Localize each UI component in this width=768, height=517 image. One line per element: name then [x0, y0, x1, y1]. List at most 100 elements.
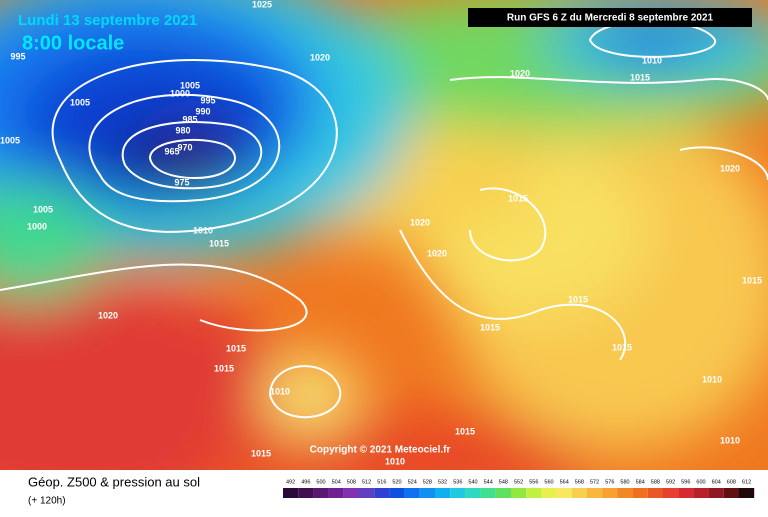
legend-label: 536	[453, 479, 462, 485]
isobar-label: 1005	[33, 204, 53, 214]
isobar-label: 1010	[720, 435, 740, 445]
isobar-label: 1020	[510, 68, 530, 78]
isobar-label: 1015	[568, 294, 588, 304]
legend-label: 564	[560, 479, 569, 485]
legend-label: 492	[286, 479, 295, 485]
legend-cell	[693, 488, 709, 498]
legend-cell	[602, 488, 618, 498]
legend-cell	[571, 488, 587, 498]
copyright: Copyright © 2021 Meteociel.fr	[310, 445, 451, 456]
legend-cell	[343, 488, 359, 498]
legend-label: 500	[316, 479, 325, 485]
isobar-label: 995	[10, 51, 25, 61]
isobar-label: 1015	[251, 448, 271, 458]
legend-cell	[526, 488, 542, 498]
run-info: Run GFS 6 Z du Mercredi 8 septembre 2021	[507, 13, 714, 24]
isobar-label: 1015	[214, 363, 234, 373]
isobar-label: 1015	[226, 343, 246, 353]
legend-cell	[541, 488, 557, 498]
legend-label: 596	[681, 479, 690, 485]
legend-cell	[511, 488, 527, 498]
isobar-label: 1005	[70, 97, 90, 107]
legend-cell	[328, 488, 344, 498]
isobar-label: 1015	[742, 275, 762, 285]
legend-label: 580	[620, 479, 629, 485]
isobar-label: 990	[195, 106, 210, 116]
legend-label: 552	[514, 479, 523, 485]
run-box	[468, 8, 752, 27]
isobar	[449, 76, 768, 101]
legend-label: 560	[544, 479, 553, 485]
isobar-label: 1000	[27, 221, 47, 231]
legend-cell	[313, 488, 329, 498]
isobar-label: 975	[174, 177, 189, 187]
isobar-label: 995	[200, 95, 215, 105]
legend-label: 548	[499, 479, 508, 485]
legend-label: 516	[377, 479, 386, 485]
isobar-label: 1010	[270, 386, 290, 396]
isobar-label: 1010	[193, 225, 213, 235]
isobar-label: 985	[182, 114, 197, 124]
legend-cell	[723, 488, 739, 498]
legend-cell	[374, 488, 390, 498]
legend-label: 572	[590, 479, 599, 485]
isobar	[148, 138, 236, 180]
legend-cell	[495, 488, 511, 498]
legend-label: 612	[742, 479, 751, 485]
isobar	[88, 93, 281, 203]
legend-cell	[359, 488, 375, 498]
legend-cell	[450, 488, 466, 498]
isobar-label: 1025	[252, 0, 272, 9]
legend-label: 524	[408, 479, 417, 485]
isobar-label: 965	[164, 146, 179, 156]
legend-label: 576	[605, 479, 614, 485]
legend-cell	[739, 488, 755, 498]
legend-label: 520	[392, 479, 401, 485]
isobar-label: 1020	[720, 163, 740, 173]
legend-cell	[556, 488, 572, 498]
isobar	[0, 263, 308, 332]
legend-cell	[465, 488, 481, 498]
legend-label: 496	[301, 479, 310, 485]
isobar-label: 1010	[702, 374, 722, 384]
legend-label: 544	[484, 479, 493, 485]
isobar-label: 1005	[0, 135, 20, 145]
legend-label: 604	[712, 479, 721, 485]
legend-label: 592	[666, 479, 675, 485]
lead-time: (+ 120h)	[28, 496, 66, 507]
isobar-label: 1020	[310, 52, 330, 62]
isobar-label: 1010	[385, 456, 405, 466]
isobar-label: 1010	[642, 55, 662, 65]
isobar	[399, 229, 627, 361]
legend-cell	[404, 488, 420, 498]
isobar-label: 1020	[427, 248, 447, 258]
isobar	[121, 121, 263, 190]
isobar-label: 980	[175, 125, 190, 135]
isobar	[51, 59, 338, 233]
legend-cell	[632, 488, 648, 498]
isobar-label: 1020	[98, 310, 118, 320]
legend-label: 504	[332, 479, 341, 485]
legend-label: 556	[529, 479, 538, 485]
legend-label: 512	[362, 479, 371, 485]
legend-label: 528	[423, 479, 432, 485]
legend-cell	[678, 488, 694, 498]
legend-cell	[617, 488, 633, 498]
local-time: 8:00 locale	[22, 32, 124, 54]
isobar	[679, 146, 768, 181]
date: Lundi 13 septembre 2021	[18, 12, 197, 29]
legend-cell	[283, 488, 299, 498]
legend-cell	[708, 488, 724, 498]
legend-label: 584	[636, 479, 645, 485]
isobar-label: 1020	[410, 217, 430, 227]
legend-label: 608	[727, 479, 736, 485]
legend-cell	[298, 488, 314, 498]
legend-cell	[435, 488, 451, 498]
legend-cell	[587, 488, 603, 498]
isobar-label: 1015	[480, 322, 500, 332]
legend-cell	[480, 488, 496, 498]
legend-cell	[647, 488, 663, 498]
